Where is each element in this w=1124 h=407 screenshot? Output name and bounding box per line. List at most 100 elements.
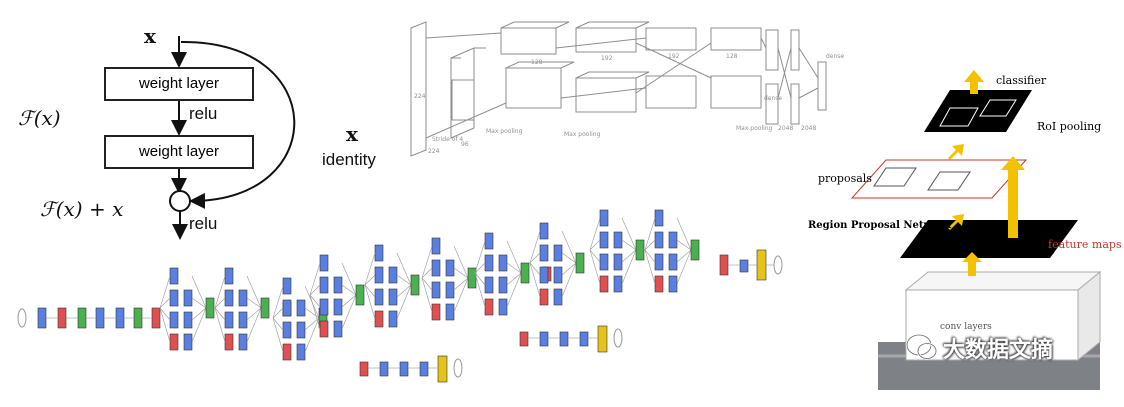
- alexnet-label-maxpool-1: Max pooling: [486, 128, 523, 135]
- alexnet-label-128b: 128: [726, 53, 738, 60]
- googlenet-inception-branch: [613, 275, 623, 293]
- googlenet-inception-branch: [169, 289, 179, 307]
- googlenet-concat: [690, 239, 700, 261]
- googlenet-concat: [260, 297, 270, 319]
- googlenet-inception-branch: [224, 311, 234, 329]
- googlenet-inception-branch: [484, 254, 494, 272]
- googlenet-inception-branch: [224, 289, 234, 307]
- roi-pooling-label: RoI pooling: [1037, 120, 1102, 133]
- googlenet-inception-branch: [654, 253, 664, 271]
- googlenet-inception-branch: [388, 266, 398, 284]
- proposals-label: proposals: [818, 172, 872, 185]
- googlenet-inception-branch: [224, 333, 234, 351]
- googlenet-diagram: [17, 209, 783, 383]
- feature-maps-label: feature maps: [1048, 238, 1122, 251]
- alexnet-label-stride: Stride of 4: [432, 136, 463, 143]
- alexnet-label-192a: 192: [601, 55, 613, 62]
- googlenet-inception-branch: [553, 288, 563, 306]
- googlenet-stem-layer: [37, 307, 47, 329]
- googlenet-inception-branch: [668, 253, 678, 271]
- googlenet-inception-branch: [282, 277, 292, 295]
- input-x-label: x: [144, 24, 156, 48]
- watermark: 大数据文摘: [905, 330, 1105, 364]
- googlenet-inception-branch: [333, 320, 343, 338]
- googlenet-stem-layer: [133, 307, 143, 329]
- weight-layer-1: weight layer: [104, 67, 254, 101]
- googlenet-inception-branch: [183, 289, 193, 307]
- googlenet-inception-branch: [668, 275, 678, 293]
- alexnet-label-2048a: 2048: [778, 125, 793, 132]
- googlenet-aux-softmax: [437, 355, 448, 383]
- googlenet-inception-branch: [654, 231, 664, 249]
- conv-layers-label: conv layers: [940, 322, 992, 332]
- watermark-text: 大数据文摘: [943, 338, 1054, 363]
- googlenet-inception-branch: [238, 333, 248, 351]
- googlenet-inception-branch: [498, 254, 508, 272]
- alexnet-label-128a: 128: [531, 59, 543, 66]
- alexnet-label-dense-1: dense: [764, 95, 782, 102]
- googlenet-inception-branch: [183, 311, 193, 329]
- googlenet-aux-conv: [379, 361, 389, 377]
- googlenet-inception-branch: [169, 333, 179, 351]
- googlenet-inception-branch: [498, 298, 508, 316]
- alexnet-label-96: 96: [461, 141, 469, 148]
- googlenet-inception-branch: [319, 276, 329, 294]
- googlenet-inception-branch: [484, 298, 494, 316]
- shortcut-x-label: x: [346, 122, 358, 146]
- googlenet-inception-branch: [431, 281, 441, 299]
- googlenet-concat: [520, 262, 530, 284]
- googlenet-aux-pool: [359, 361, 369, 377]
- relu-1-label: relu: [189, 104, 218, 123]
- alexnet-label-maxpool-3: Max pooling: [736, 125, 773, 132]
- googlenet-inception-branch: [484, 276, 494, 294]
- googlenet-final-fc: [739, 259, 749, 273]
- googlenet-inception-branch: [224, 267, 234, 285]
- googlenet-concat: [575, 252, 585, 274]
- googlenet-inception-branch: [169, 267, 179, 285]
- classifier-label: classifier: [996, 74, 1047, 87]
- alexnet-label-224b: 224: [428, 148, 440, 155]
- googlenet-inception-branch: [445, 259, 455, 277]
- googlenet-stem-layer: [151, 307, 161, 329]
- googlenet-stem-layer: [95, 307, 105, 329]
- googlenet-inception-branch: [539, 288, 549, 306]
- googlenet-concat: [635, 239, 645, 261]
- googlenet-inception-branch: [498, 276, 508, 294]
- googlenet-inception-branch: [333, 298, 343, 316]
- alexnet-volumes: 224 224 Stride of 4 96 Max pooling Max p…: [410, 21, 844, 157]
- relu-2-label: relu: [189, 214, 218, 233]
- googlenet-inception-branch: [539, 222, 549, 240]
- googlenet-inception-branch: [599, 209, 609, 227]
- googlenet-inception-branch: [599, 275, 609, 293]
- googlenet-inception-branch: [374, 266, 384, 284]
- weight-layer-2: weight layer: [104, 135, 254, 169]
- googlenet-inception-branch: [599, 231, 609, 249]
- faster-rcnn-diagram: classifier RoI pooling proposals Region …: [800, 60, 1124, 402]
- googlenet-aux-pool: [519, 331, 529, 347]
- wechat-icon: [905, 333, 938, 360]
- googlenet-inception-branch: [431, 259, 441, 277]
- googlenet-inception-branch: [553, 266, 563, 284]
- googlenet-inception-branch: [282, 299, 292, 317]
- resnet-arrows: [169, 36, 296, 240]
- googlenet-inception-branch: [282, 343, 292, 361]
- googlenet-concat: [410, 274, 420, 296]
- googlenet-inception-branch: [431, 237, 441, 255]
- alexnet-label-2048b: 2048: [801, 125, 816, 132]
- googlenet-inception-branch: [374, 288, 384, 306]
- alexnet-diagram: 224 224 Stride of 4 96 Max pooling Max p…: [406, 18, 856, 160]
- googlenet-inception-branch: [238, 289, 248, 307]
- googlenet-inception-branch: [539, 266, 549, 284]
- googlenet-aux-fc: [399, 361, 409, 377]
- faster-rcnn-shapes: [850, 70, 1102, 390]
- alexnet-label-maxpool-2: Max pooling: [564, 131, 601, 138]
- googlenet-inception-branch: [654, 209, 664, 227]
- googlenet-inception-branch: [374, 310, 384, 328]
- googlenet-aux-output-node: [613, 328, 623, 348]
- googlenet-inception-branch: [553, 244, 563, 262]
- googlenet-aux-fc: [419, 361, 429, 377]
- googlenet-inception-branch: [374, 244, 384, 262]
- googlenet-final-pool: [719, 254, 729, 276]
- googlenet-stem-layer: [57, 307, 67, 329]
- googlenet-stem-layer: [115, 307, 125, 329]
